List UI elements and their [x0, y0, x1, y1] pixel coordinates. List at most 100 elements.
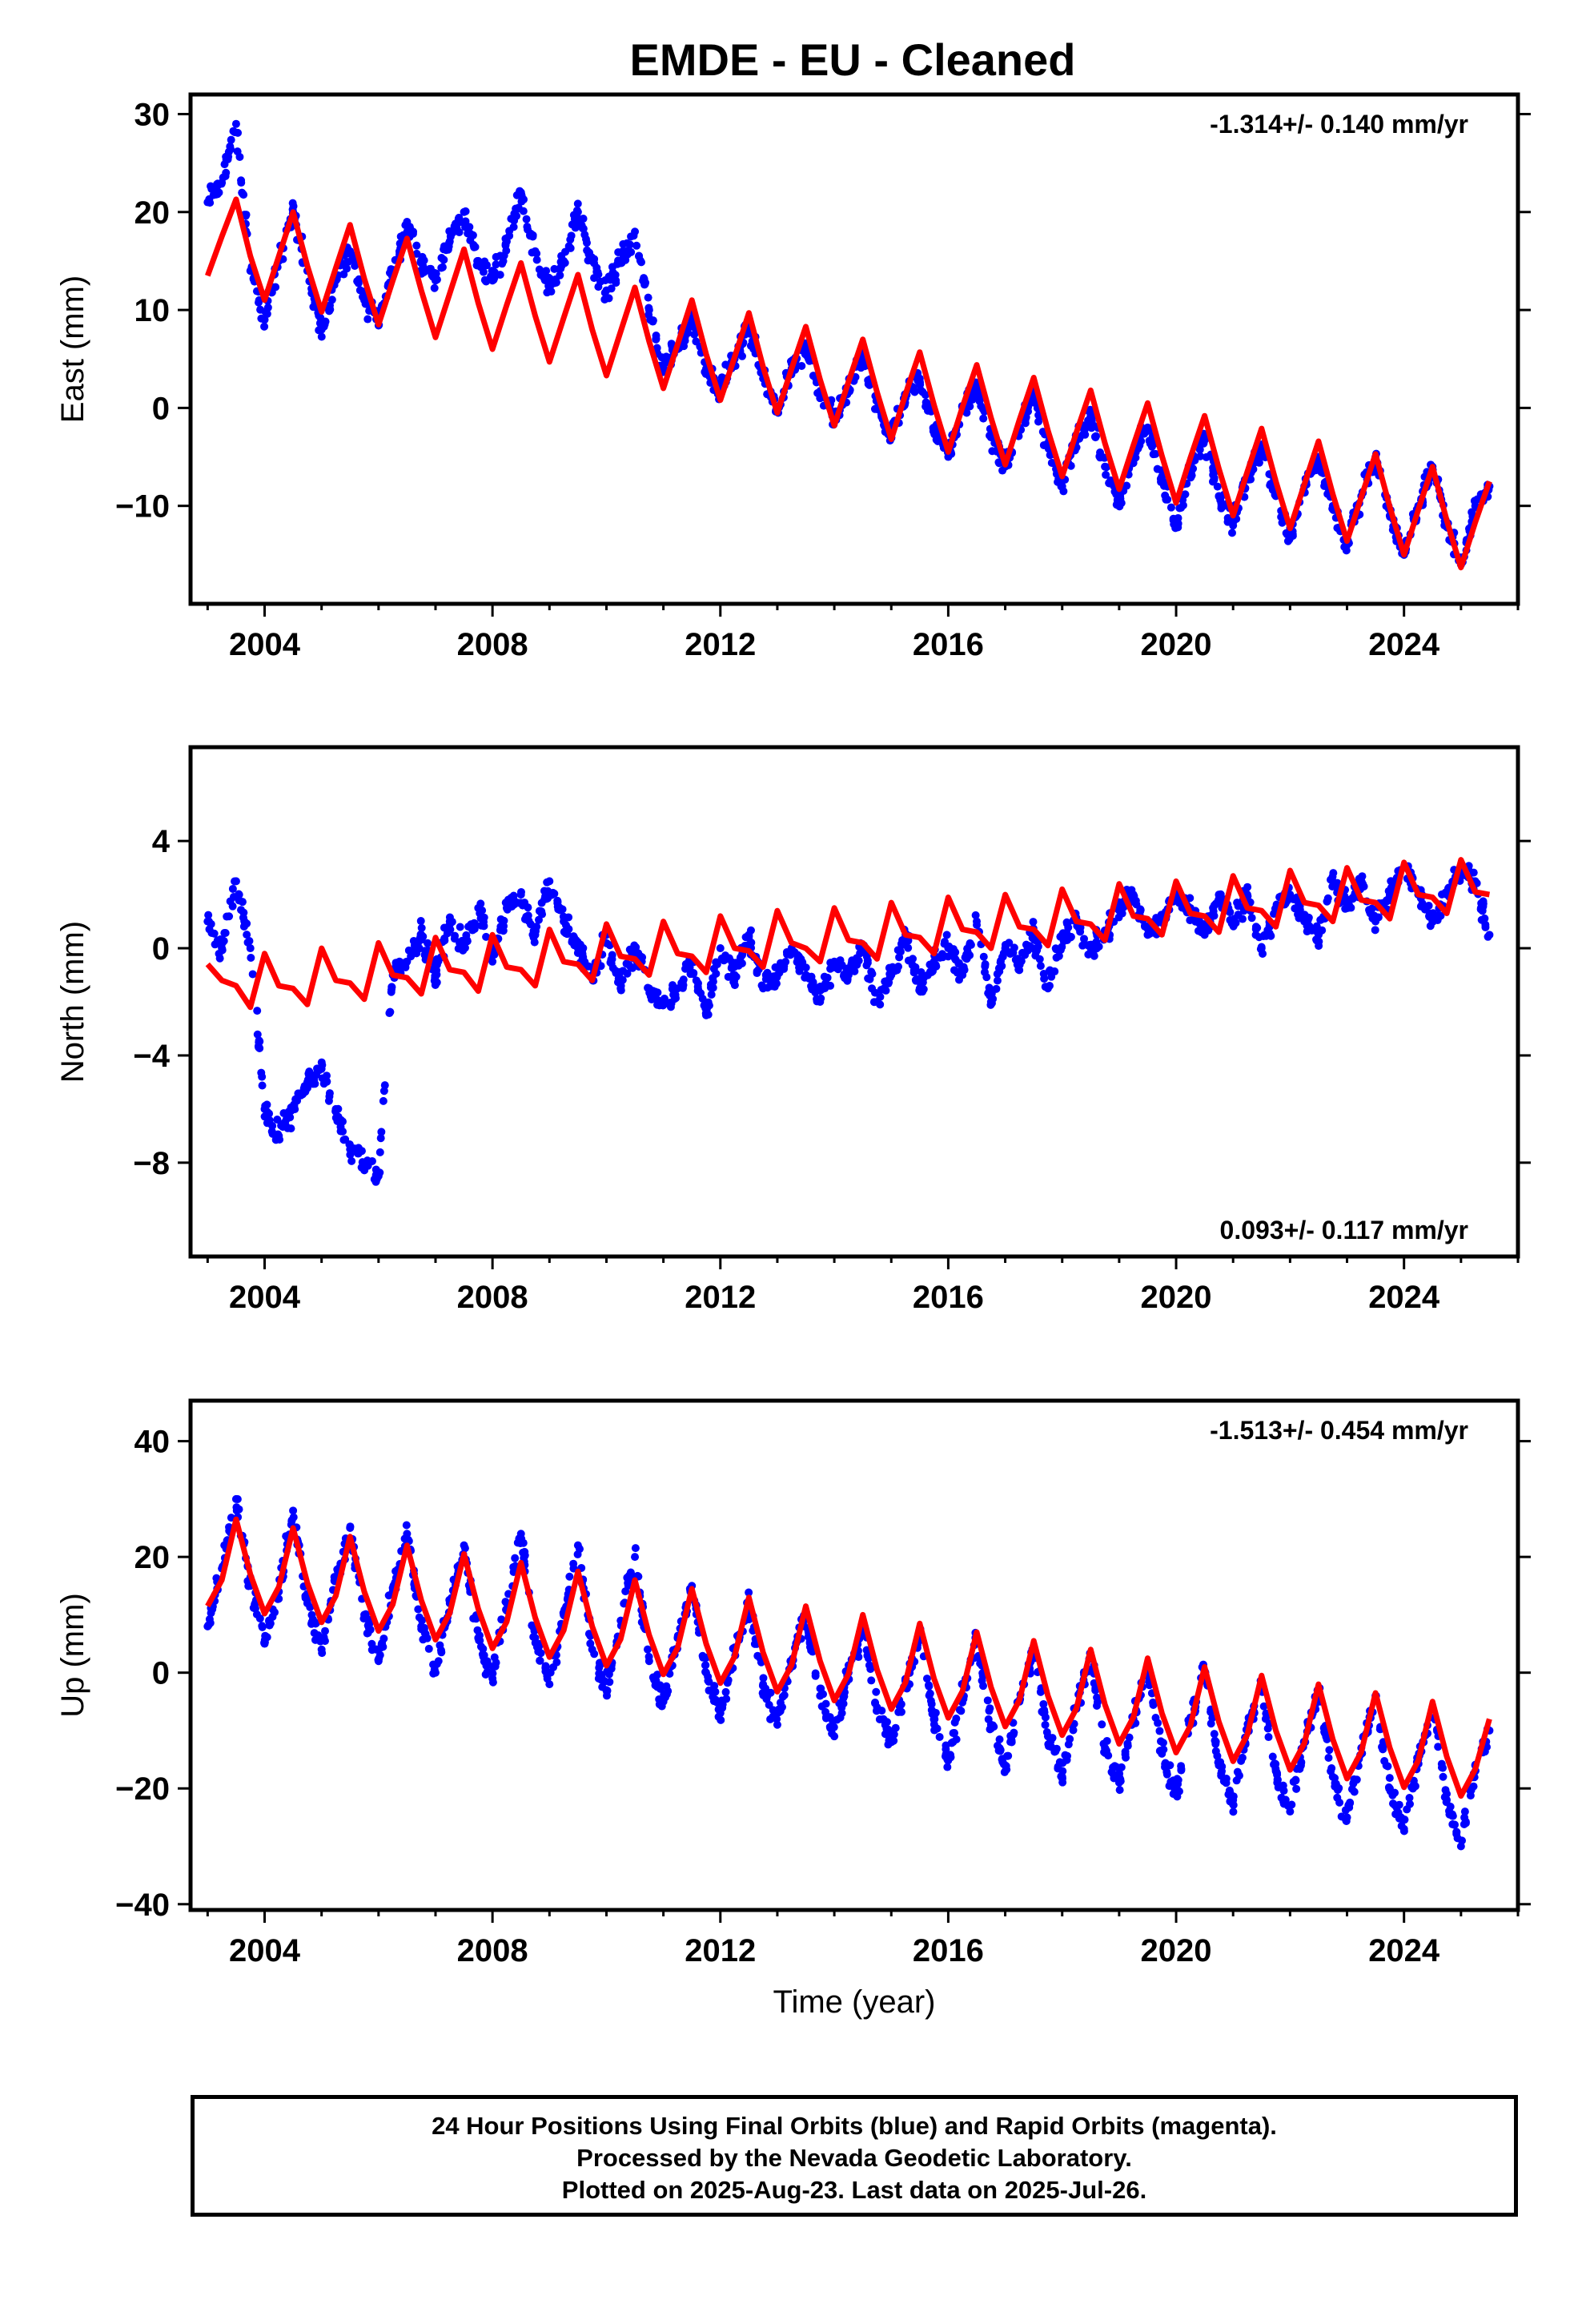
data-point [983, 1696, 992, 1705]
data-point [925, 403, 934, 412]
model-curve [205, 857, 1491, 1011]
data-point [580, 231, 589, 239]
data-point [826, 981, 835, 990]
data-point [652, 335, 661, 344]
data-point [1379, 1745, 1387, 1754]
y-tick-label: 0 [152, 931, 170, 967]
data-point [1268, 1752, 1277, 1761]
model-curve [205, 1516, 1492, 1799]
data-point [556, 906, 564, 915]
data-point [643, 1645, 652, 1654]
data-point [1259, 949, 1267, 958]
data-point [619, 967, 628, 975]
data-point [1217, 502, 1226, 511]
data-point [805, 356, 814, 365]
data-point [604, 294, 613, 303]
data-point [619, 247, 628, 255]
data-point [1029, 918, 1038, 927]
data-point [265, 1109, 274, 1118]
data-point [1009, 948, 1018, 957]
data-point [418, 1616, 427, 1625]
data-point [718, 1703, 727, 1712]
y-tick-label: 40 [135, 1425, 171, 1460]
data-point [829, 1723, 838, 1731]
x-tick-label: 2004 [229, 627, 301, 662]
data-point [1318, 926, 1327, 935]
data-point [935, 1732, 944, 1741]
data-point [482, 932, 491, 941]
data-point [949, 1729, 958, 1738]
data-point [607, 284, 616, 293]
data-point [286, 1113, 295, 1122]
data-point [448, 228, 457, 237]
data-point [1211, 1747, 1220, 1755]
data-point [239, 190, 247, 199]
data-point [595, 1663, 604, 1672]
data-point [979, 1682, 988, 1691]
data-point [1238, 915, 1247, 923]
data-point [825, 1713, 834, 1722]
data-point [253, 1030, 262, 1039]
data-point [734, 961, 743, 970]
data-point [211, 940, 219, 949]
data-point [1320, 1729, 1329, 1738]
data-point [219, 173, 227, 182]
data-point [231, 119, 240, 128]
data-point [716, 944, 725, 953]
data-point [592, 267, 601, 276]
data-point [922, 1675, 931, 1683]
y-tick-label: −20 [115, 1771, 170, 1807]
data-point [565, 1572, 574, 1581]
data-point [403, 1530, 412, 1538]
data-point [797, 361, 806, 370]
data-point [1333, 879, 1342, 887]
data-point [479, 267, 488, 276]
data-point [519, 207, 528, 215]
data-point [385, 1009, 394, 1018]
data-point [1058, 1767, 1067, 1775]
data-point [564, 913, 573, 922]
data-point [772, 979, 781, 988]
data-point [639, 276, 648, 285]
data-point [450, 222, 459, 231]
data-point [1229, 922, 1238, 931]
data-point [1230, 915, 1239, 923]
data-point [661, 1691, 669, 1700]
data-point [717, 1715, 725, 1724]
data-point [536, 1656, 544, 1665]
data-point [338, 1117, 347, 1126]
data-point [1279, 1799, 1288, 1808]
data-point [573, 207, 582, 216]
data-point [1066, 1735, 1074, 1743]
data-point [524, 917, 533, 926]
y-tick-label: −4 [133, 1039, 170, 1074]
data-point [289, 202, 298, 211]
data-point [994, 1741, 1002, 1750]
data-point [1416, 902, 1425, 911]
data-point [1288, 532, 1297, 541]
data-point [1110, 1762, 1119, 1771]
data-point [476, 1642, 485, 1651]
data-point [279, 1109, 288, 1118]
data-point [1344, 1801, 1353, 1810]
data-point [1343, 1813, 1351, 1822]
data-point [710, 1682, 719, 1691]
data-point [891, 1723, 900, 1732]
data-point [780, 964, 789, 973]
data-point [659, 364, 668, 373]
data-point [528, 231, 537, 239]
data-point [872, 1687, 881, 1696]
data-point [481, 1670, 490, 1679]
data-point [258, 1622, 267, 1630]
data-point [248, 970, 257, 979]
data-point [891, 963, 900, 972]
data-point [701, 1661, 710, 1670]
data-point [877, 1707, 886, 1715]
data-point [957, 1707, 966, 1715]
data-point [1247, 475, 1255, 484]
data-point [1210, 911, 1219, 920]
data-point [811, 1671, 820, 1680]
data-point [1030, 936, 1039, 945]
x-tick-label: 2024 [1368, 627, 1440, 662]
data-point [456, 923, 464, 931]
